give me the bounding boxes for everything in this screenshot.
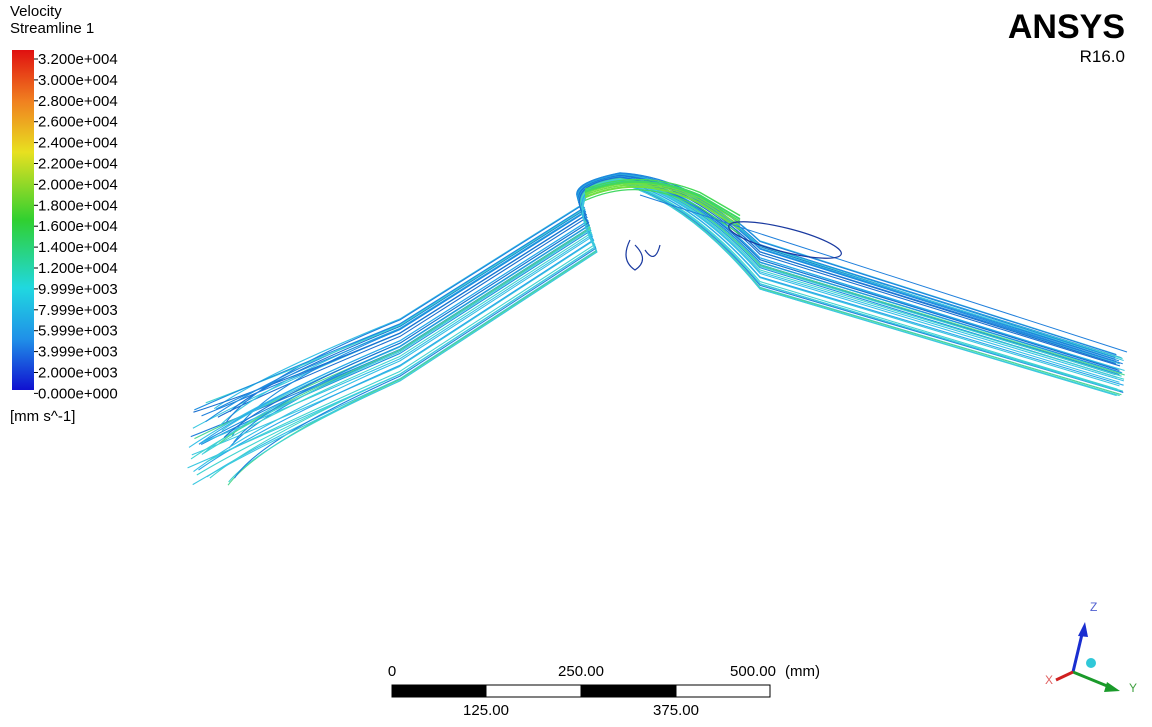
streamline [218,176,1120,417]
color-bar [12,50,34,390]
legend-label: 1.600e+004 [38,218,118,235]
scale-label: 375.00 [653,702,699,719]
x-label: X [1045,673,1053,687]
scale-segment [486,685,581,697]
streamline [194,177,1120,438]
legend-label: 7.999e+003 [38,302,118,319]
z-arrow [1078,622,1088,637]
legend-label: 1.800e+004 [38,197,118,214]
streamline [640,195,1127,352]
streamline [194,174,1115,410]
x-axis [1056,672,1073,680]
streamline [220,174,1124,425]
legend-label: 3.200e+004 [38,51,118,68]
streamline [199,181,1124,470]
legend-label: 2.600e+004 [38,114,118,131]
z-label: Z [1090,600,1097,614]
legend-subtitle: Streamline 1 [10,20,94,37]
viewport: Velocity Streamline 1 3.200e+004 3.000e+0… [0,0,1152,727]
streamline [230,174,1115,412]
legend-label: 0.000e+000 [38,385,118,402]
legend-label: 9.999e+003 [38,281,118,298]
streamline [206,174,1122,422]
legend-unit: [mm s^-1] [10,408,75,425]
streamline [197,182,1119,475]
legend-label: 2.000e+003 [38,365,118,382]
legend-label: 2.400e+004 [38,135,118,152]
scale-label: 250.00 [558,663,604,680]
vortex [626,240,660,270]
scale-label: 500.00 [730,663,776,680]
y-label: Y [1129,681,1137,695]
legend-label: 1.400e+004 [38,239,118,256]
streamline [224,177,1119,438]
triad-sphere [1086,658,1096,668]
y-arrow [1104,682,1120,692]
legend-label: 3.999e+003 [38,344,118,361]
streamline [210,182,1123,478]
scale-segment [581,685,676,697]
streamline [188,182,1120,468]
streamline [219,178,1125,444]
scale-bar: 0 250.00 500.00 (mm) 125.00 375.00 [388,663,820,719]
legend-label: 2.800e+004 [38,93,118,110]
logo-version: R16.0 [1080,47,1125,66]
streamlines [188,173,1127,485]
logo-brand: ANSYS [1008,8,1125,46]
legend-labels: 3.200e+004 3.000e+004 2.800e+004 2.600e+004… [34,51,118,402]
legend-label: 2.200e+004 [38,156,118,173]
legend-title: Velocity [10,3,62,20]
streamline [234,177,1122,442]
legend-label: 5.999e+003 [38,323,118,340]
streamline [203,179,1124,442]
scale-label: 0 [388,663,396,680]
streamline [222,177,1125,431]
axis-triad: Z Y X [1045,600,1137,695]
streamline [193,175,1120,428]
legend-label: 1.200e+004 [38,260,118,277]
scale-unit: (mm) [785,663,820,680]
streamline [193,183,1117,484]
vortex [726,214,844,265]
scale-segment [392,685,486,697]
legend-label: 2.000e+004 [38,176,118,193]
scale-segment [676,685,770,697]
scale-label: 125.00 [463,702,509,719]
legend-label: 3.000e+004 [38,72,118,89]
